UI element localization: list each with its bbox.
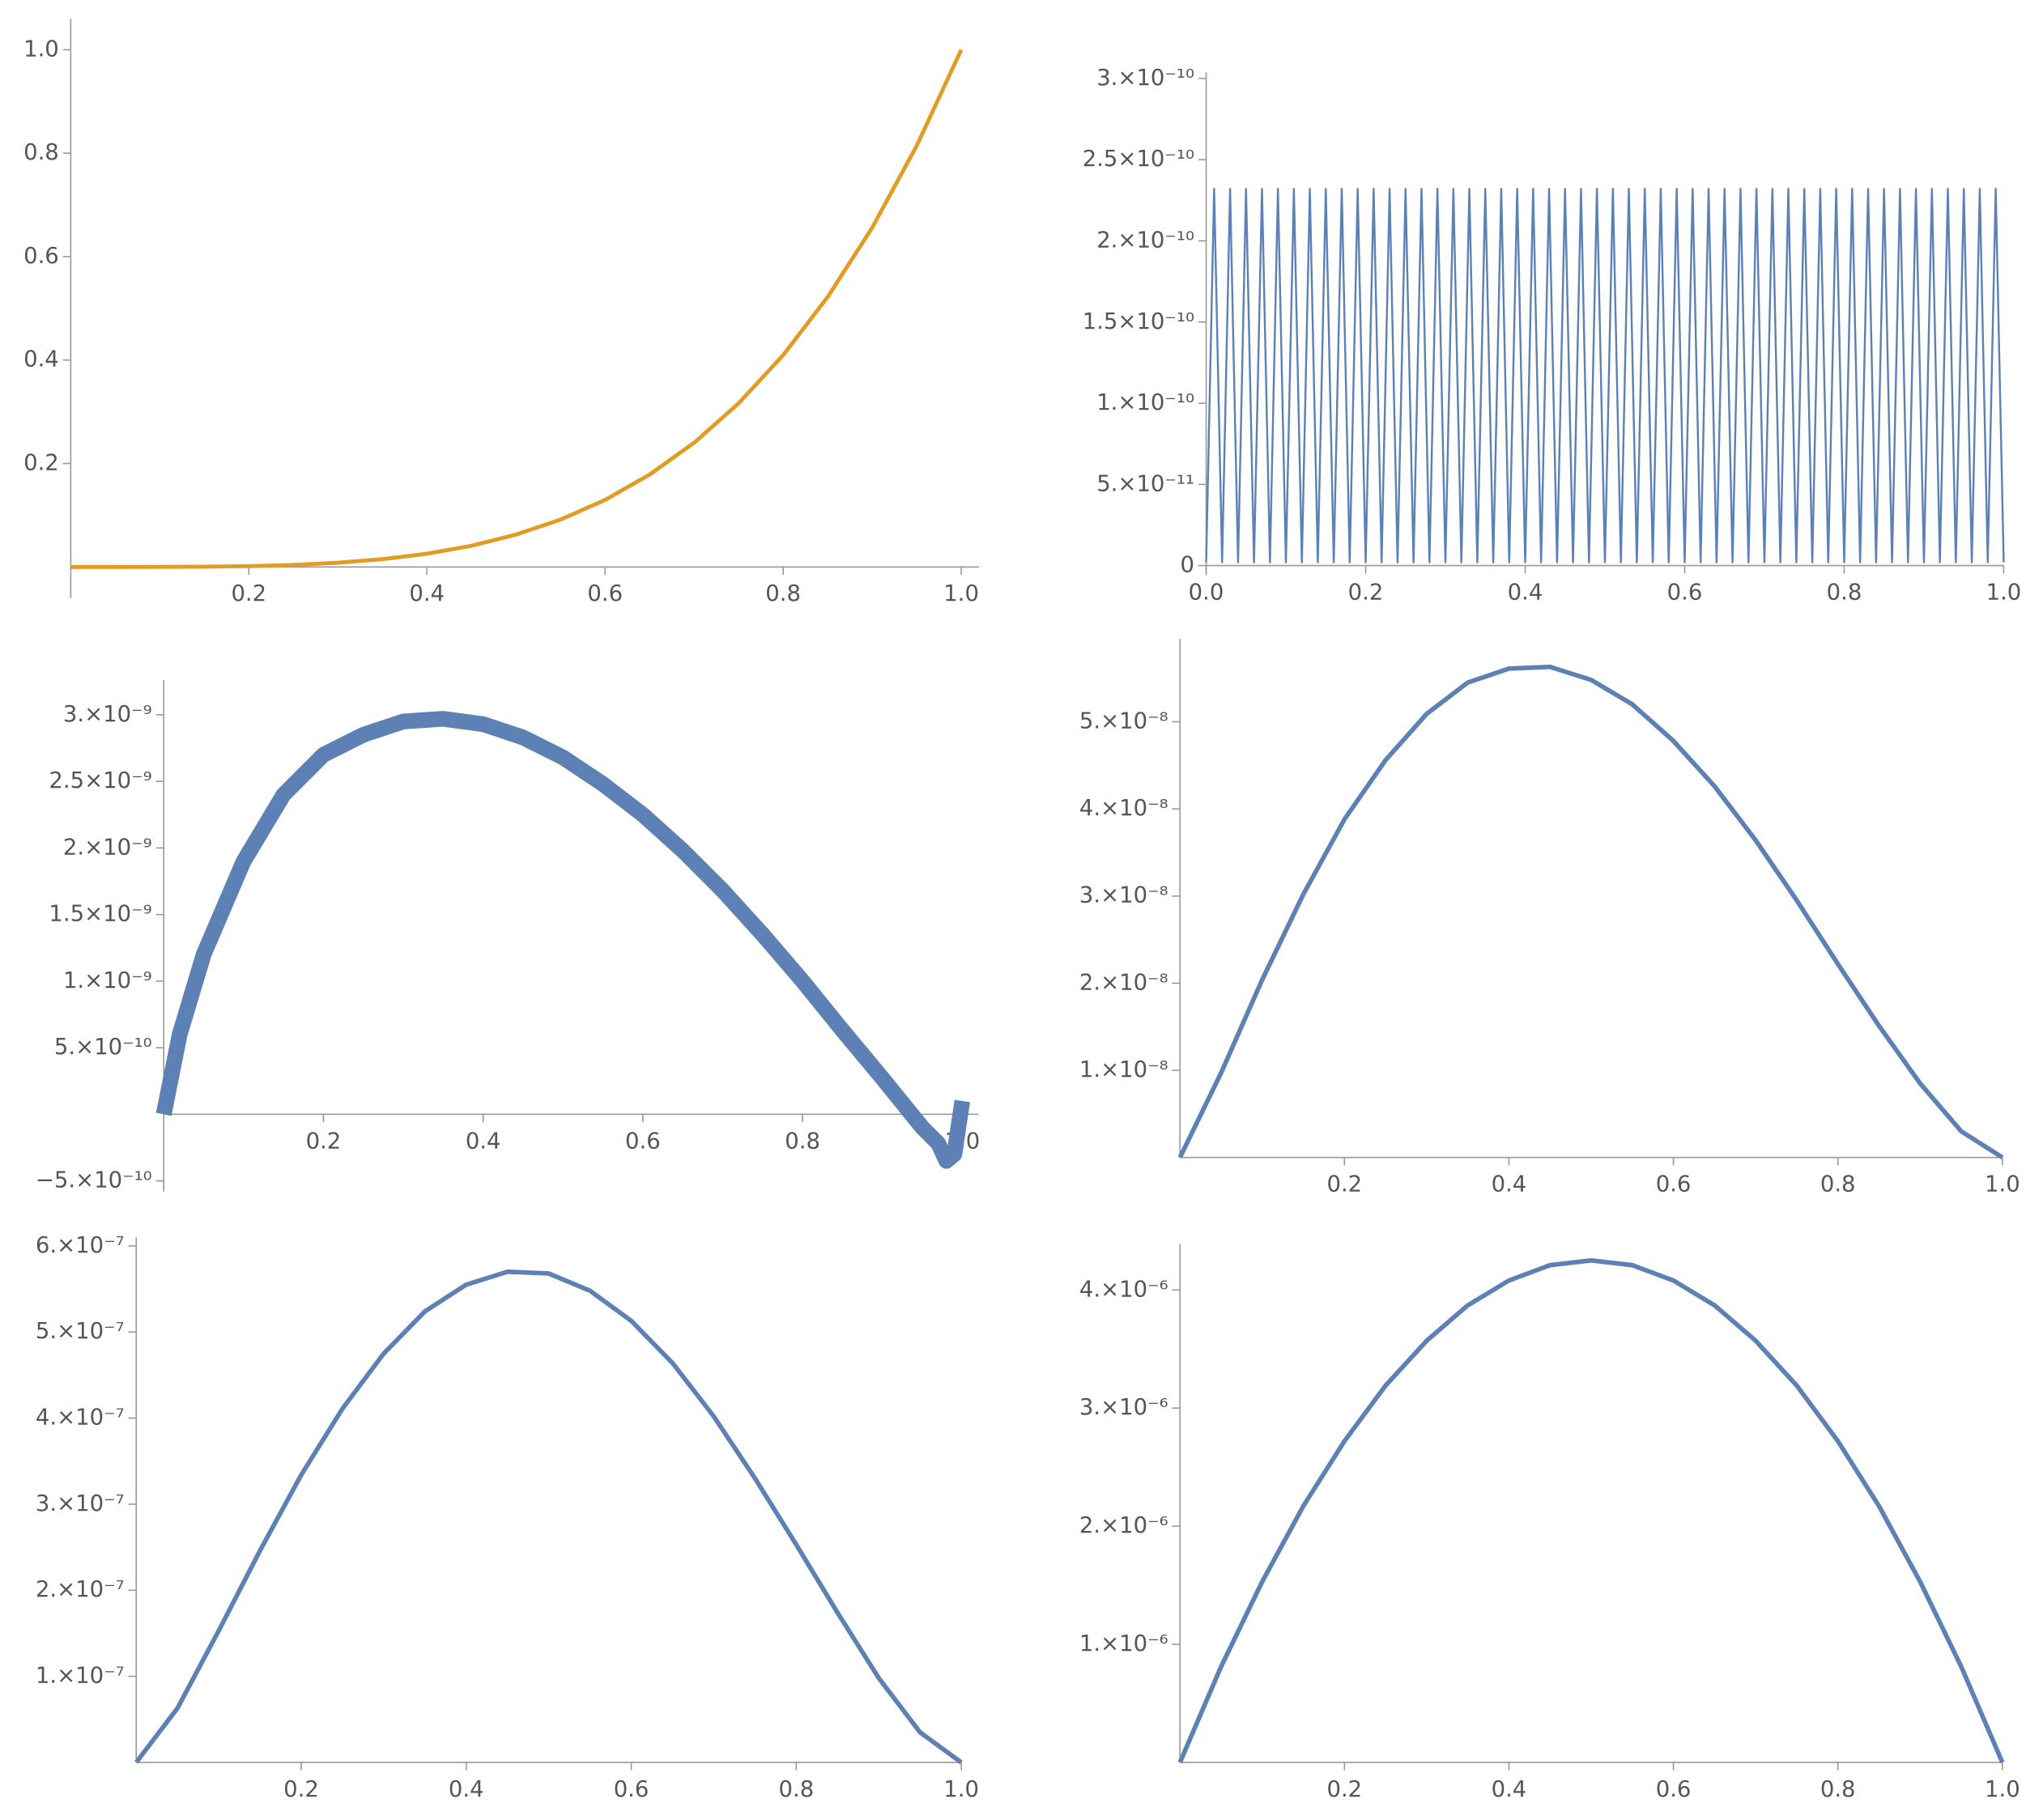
data-line (134, 1269, 963, 1765)
x-tick-label: 0.8 (765, 580, 801, 606)
x-tick-label: 0.8 (785, 1128, 820, 1154)
data-line (1177, 1257, 2005, 1763)
x-tick-label: 0.4 (1508, 580, 1543, 606)
x-tick-label: 0.2 (306, 1128, 342, 1154)
x-tick-label: 1.0 (1985, 1776, 2020, 1802)
y-tick-label: 5.×10⁻¹¹ (1096, 470, 1194, 496)
x-tick-label: 0.2 (1326, 1172, 1362, 1197)
y-tick-label: 2.×10⁻¹⁰ (1096, 228, 1194, 253)
y-tick-label: −5.×10⁻¹⁰ (36, 1167, 152, 1193)
y-tick-label: 5.×10⁻⁷ (36, 1318, 125, 1344)
y-tick-label: 3.×10⁻⁹ (63, 701, 152, 727)
y-tick-label: 1.×10⁻⁸ (1079, 1057, 1168, 1082)
x-tick-label: 0.6 (1656, 1776, 1692, 1802)
y-tick-label: 1.0 (23, 36, 59, 62)
x-tick-label: 0.4 (466, 1128, 501, 1154)
y-tick-label: 1.×10⁻⁶ (1079, 1631, 1168, 1656)
x-tick-label: 0.6 (1667, 580, 1703, 606)
y-tick-label: 3.×10⁻¹⁰ (1096, 65, 1194, 91)
y-tick-label: 4.×10⁻⁶ (1079, 1276, 1168, 1302)
x-tick-label: 1.0 (1986, 580, 2022, 606)
y-tick-label: 4.×10⁻⁷ (36, 1405, 125, 1431)
y-tick-label: 4.×10⁻⁸ (1079, 795, 1168, 821)
x-tick-label: 0.4 (1492, 1172, 1527, 1197)
x-tick-label: 1.0 (1985, 1172, 2020, 1197)
y-tick-label: 0.2 (23, 450, 59, 476)
y-tick-label: 2.×10⁻⁹ (63, 834, 152, 860)
x-tick-label: 0.2 (1348, 580, 1384, 606)
y-tick-label: 2.5×10⁻¹⁰ (1083, 146, 1194, 172)
x-tick-label: 0.8 (1820, 1172, 1856, 1197)
data-line (70, 49, 964, 569)
x-tick-label: 0.6 (614, 1776, 649, 1802)
x-tick-label: 0.4 (1492, 1776, 1527, 1802)
y-tick-label: 1.5×10⁻¹⁰ (1083, 308, 1194, 334)
x-tick-label: 0.6 (587, 580, 623, 606)
x-tick-label: 0.4 (449, 1776, 484, 1802)
x-tick-label: 0.0 (1189, 580, 1224, 606)
y-tick-label: 0.6 (23, 243, 59, 269)
x-tick-label: 1.0 (943, 580, 979, 606)
x-tick-label: 0.2 (1326, 1776, 1362, 1802)
y-tick-label: 2.×10⁻⁷ (36, 1576, 125, 1602)
y-tick-label: 5.×10⁻¹⁰ (54, 1034, 152, 1060)
y-tick-label: 2.×10⁻⁸ (1079, 969, 1168, 995)
x-tick-label: 0.6 (1656, 1172, 1692, 1197)
y-tick-label: 1.5×10⁻⁹ (49, 901, 151, 927)
data-line (1177, 664, 2004, 1160)
data-line (1205, 188, 2005, 563)
y-tick-label: 2.5×10⁻⁹ (49, 768, 151, 793)
y-tick-label: 2.×10⁻⁶ (1079, 1512, 1168, 1538)
y-tick-label: 1.×10⁻¹⁰ (1096, 389, 1194, 415)
y-tick-label: 3.×10⁻⁷ (36, 1490, 125, 1516)
y-tick-label: 6.×10⁻⁷ (36, 1232, 125, 1258)
y-tick-label: 5.×10⁻⁸ (1079, 708, 1168, 734)
x-tick-label: 0.6 (625, 1128, 661, 1154)
y-tick-label: 1.×10⁻⁷ (36, 1663, 125, 1689)
x-tick-label: 0.2 (231, 580, 266, 606)
x-tick-label: 0.4 (409, 580, 445, 606)
data-line (155, 711, 970, 1169)
y-tick-label: 3.×10⁻⁸ (1079, 882, 1168, 908)
x-tick-label: 1.0 (943, 1776, 979, 1802)
x-tick-label: 0.8 (1827, 580, 1862, 606)
x-tick-label: 0.2 (283, 1776, 319, 1802)
y-tick-label: 0.4 (23, 347, 59, 372)
x-tick-label: 0.8 (1820, 1776, 1856, 1802)
y-tick-label: 0.8 (23, 139, 59, 165)
y-tick-label: 1.×10⁻⁹ (63, 967, 152, 993)
x-tick-label: 0.8 (778, 1776, 814, 1802)
y-tick-label: 3.×10⁻⁶ (1079, 1394, 1168, 1420)
y-tick-label: 0 (1180, 552, 1194, 578)
